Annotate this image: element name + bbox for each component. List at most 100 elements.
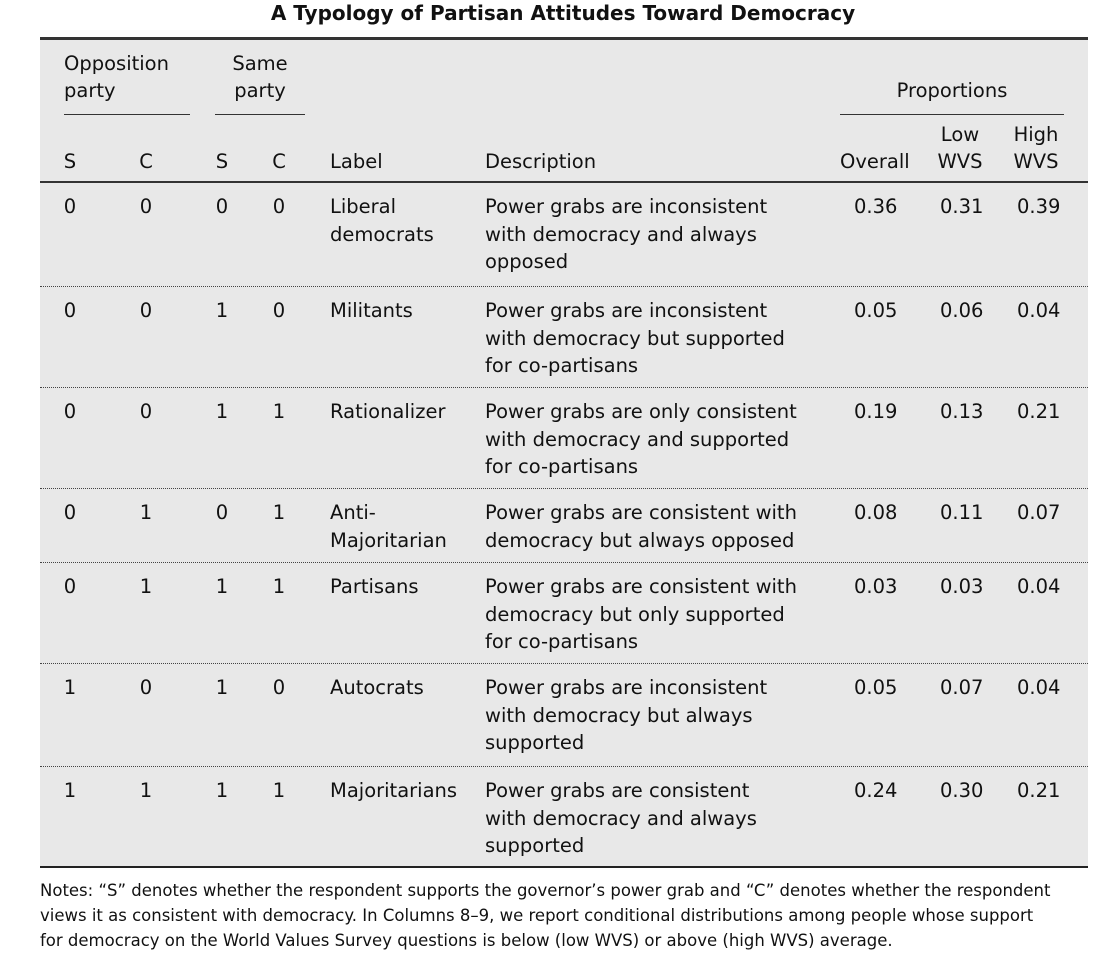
low-wvs-value: 0.07: [940, 676, 984, 699]
description-line: democracy but always opposed: [485, 528, 795, 552]
description-line: Power grabs are inconsistent: [485, 676, 768, 699]
description-line: with democracy and supported: [485, 427, 790, 451]
table-title: A Typology of Partisan Attitudes Toward …: [270, 1, 856, 25]
label-line: Majoritarian: [330, 528, 447, 552]
opposition-c: 0: [139, 195, 153, 218]
row-description: Power grabs are inconsistent with democr…: [485, 674, 767, 757]
same-c: 0: [272, 676, 286, 699]
table-row: 0 0 1 1 Rationalizer Power grabs are onl…: [40, 388, 1088, 489]
same-party-header: Same party: [215, 50, 305, 104]
opposition-s: 0: [63, 501, 77, 524]
opposition-s: 0: [63, 400, 77, 423]
same-c: 1: [272, 779, 286, 802]
col-label: Label: [330, 150, 383, 173]
same-header-line1: Same: [232, 52, 288, 75]
description-line: for co-partisans: [485, 354, 639, 377]
opposition-c: 0: [139, 299, 153, 322]
opposition-c: 0: [139, 400, 153, 423]
description-line: Power grabs are consistent with: [485, 501, 797, 524]
label-line: Militants: [330, 299, 413, 322]
row-label: Rationalizer: [330, 398, 445, 426]
row-label: Majoritarians: [330, 777, 457, 805]
table-row: 0 0 0 0 Liberal democrats Power grabs ar…: [40, 183, 1088, 287]
description-line: for co-partisans: [485, 455, 639, 478]
opposition-c: 0: [139, 676, 153, 699]
same-s: 1: [215, 779, 229, 802]
label-line: Majoritarians: [330, 779, 458, 802]
description-line: Power grabs are consistent: [485, 779, 750, 802]
label-line: democrats: [330, 222, 434, 246]
col-low-wvs: Low WVS: [934, 121, 986, 175]
high-wvs-value: 0.21: [1017, 779, 1061, 802]
high-wvs-line1: High: [1013, 123, 1059, 146]
col-description: Description: [485, 150, 597, 173]
table-row: 1 1 1 1 Majoritarians Power grabs are co…: [40, 767, 1088, 866]
description-line: supported: [485, 731, 585, 754]
same-s: 1: [215, 299, 229, 322]
description-line: opposed: [485, 250, 569, 273]
opposition-header-line1: Opposition: [64, 52, 169, 75]
same-s: 1: [215, 575, 229, 598]
high-wvs-value: 0.39: [1017, 195, 1061, 218]
low-wvs-value: 0.06: [940, 299, 984, 322]
row-description: Power grabs are inconsistent with democr…: [485, 297, 785, 380]
same-s: 1: [215, 676, 229, 699]
opposition-s: 0: [63, 195, 77, 218]
table-row: 0 0 1 0 Militants Power grabs are incons…: [40, 287, 1088, 388]
table-row: 1 0 1 0 Autocrats Power grabs are incons…: [40, 664, 1088, 767]
opposition-header-line2: party: [64, 79, 116, 102]
row-label: Militants: [330, 297, 413, 325]
overall-value: 0.03: [854, 575, 898, 598]
description-line: supported: [485, 834, 585, 857]
same-c: 1: [272, 575, 286, 598]
low-wvs-value: 0.03: [940, 575, 984, 598]
high-wvs-line2: WVS: [1013, 150, 1059, 173]
same-c: 0: [272, 195, 286, 218]
typology-table: Opposition party Same party Proportions …: [40, 37, 1088, 868]
same-s: 1: [215, 400, 229, 423]
label-line: Liberal: [330, 195, 397, 218]
table-header: Opposition party Same party Proportions …: [40, 40, 1088, 183]
description-line: for co-partisans: [485, 630, 639, 653]
label-line: Rationalizer: [330, 400, 446, 423]
col-s-opposition: S: [63, 150, 77, 173]
col-c-opposition: C: [139, 150, 153, 173]
col-high-wvs: High WVS: [1010, 121, 1062, 175]
high-wvs-value: 0.04: [1017, 676, 1061, 699]
opposition-s: 1: [63, 779, 77, 802]
same-s: 0: [215, 195, 229, 218]
row-label: Partisans: [330, 573, 419, 601]
opposition-underline: [64, 114, 190, 115]
opposition-c: 1: [139, 779, 153, 802]
notes-line: Notes: “S” denotes whether the responden…: [40, 881, 1051, 900]
description-line: democracy but only supported: [485, 602, 785, 626]
low-wvs-line1: Low: [940, 123, 980, 146]
row-label: Autocrats: [330, 674, 424, 702]
same-s: 0: [215, 501, 229, 524]
description-line: with democracy but supported: [485, 326, 785, 350]
description-line: Power grabs are consistent with: [485, 575, 797, 598]
high-wvs-value: 0.04: [1017, 575, 1061, 598]
low-wvs-value: 0.30: [940, 779, 984, 802]
overall-value: 0.08: [854, 501, 898, 524]
low-wvs-line2: WVS: [937, 150, 983, 173]
row-description: Power grabs are consistent with democrac…: [485, 777, 757, 860]
label-line: Autocrats: [330, 676, 424, 699]
high-wvs-value: 0.07: [1017, 501, 1061, 524]
row-label: Liberal democrats: [330, 193, 434, 248]
same-c: 1: [272, 501, 286, 524]
table-row: 0 1 1 1 Partisans Power grabs are consis…: [40, 563, 1088, 664]
same-party-underline: [215, 114, 305, 115]
opposition-s: 0: [63, 299, 77, 322]
table-notes: Notes: “S” denotes whether the responden…: [40, 878, 1100, 953]
col-c-same: C: [272, 150, 286, 173]
same-c: 1: [272, 400, 286, 423]
same-header-line2: party: [234, 79, 286, 102]
description-line: Power grabs are only consistent: [485, 400, 797, 423]
label-line: Anti-: [330, 501, 376, 524]
proportions-header: Proportions: [896, 79, 1008, 102]
notes-line: views it as consistent with democracy. I…: [40, 906, 1034, 925]
description-line: Power grabs are inconsistent: [485, 195, 768, 218]
high-wvs-value: 0.21: [1017, 400, 1061, 423]
col-overall: Overall: [840, 150, 910, 173]
